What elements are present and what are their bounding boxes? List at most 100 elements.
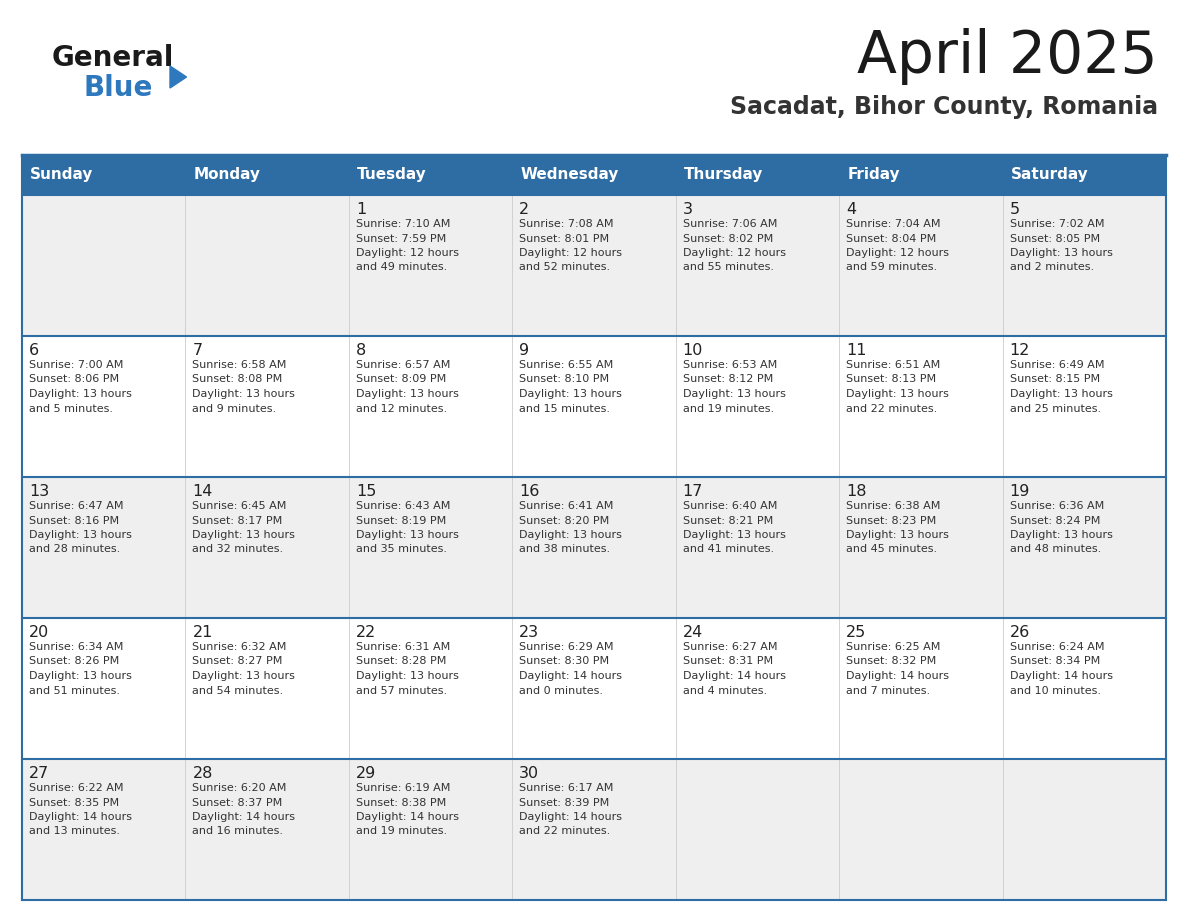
Text: 21: 21 xyxy=(192,625,213,640)
Text: Daylight: 12 hours: Daylight: 12 hours xyxy=(846,248,949,258)
Bar xyxy=(512,477,676,618)
Bar xyxy=(512,195,676,336)
Text: Sunset: 8:32 PM: Sunset: 8:32 PM xyxy=(846,656,936,666)
Text: 25: 25 xyxy=(846,625,866,640)
Text: Sunset: 8:09 PM: Sunset: 8:09 PM xyxy=(356,375,447,385)
Text: Daylight: 13 hours: Daylight: 13 hours xyxy=(683,389,785,399)
Text: and 4 minutes.: and 4 minutes. xyxy=(683,686,766,696)
Text: Sunset: 8:21 PM: Sunset: 8:21 PM xyxy=(683,516,773,525)
Bar xyxy=(839,618,1003,759)
Bar xyxy=(676,477,839,618)
Text: Sunset: 8:02 PM: Sunset: 8:02 PM xyxy=(683,233,773,243)
Text: Wednesday: Wednesday xyxy=(520,167,619,183)
Text: and 48 minutes.: and 48 minutes. xyxy=(1010,544,1101,554)
Text: Sunset: 8:15 PM: Sunset: 8:15 PM xyxy=(1010,375,1100,385)
Text: and 51 minutes.: and 51 minutes. xyxy=(29,686,120,696)
Text: Sunset: 8:17 PM: Sunset: 8:17 PM xyxy=(192,516,283,525)
Text: Daylight: 13 hours: Daylight: 13 hours xyxy=(356,530,459,540)
Text: 4: 4 xyxy=(846,202,857,217)
Text: Daylight: 14 hours: Daylight: 14 hours xyxy=(519,812,623,822)
Text: Sunrise: 6:55 AM: Sunrise: 6:55 AM xyxy=(519,360,613,370)
Text: 30: 30 xyxy=(519,766,539,781)
Text: Sunset: 8:37 PM: Sunset: 8:37 PM xyxy=(192,798,283,808)
Text: Sunset: 8:35 PM: Sunset: 8:35 PM xyxy=(29,798,119,808)
Bar xyxy=(23,477,185,618)
Bar xyxy=(23,155,185,195)
Text: 7: 7 xyxy=(192,343,202,358)
Text: 11: 11 xyxy=(846,343,866,358)
Text: and 5 minutes.: and 5 minutes. xyxy=(29,404,113,413)
Text: Daylight: 12 hours: Daylight: 12 hours xyxy=(683,248,785,258)
Text: Friday: Friday xyxy=(847,167,899,183)
Bar xyxy=(676,195,839,336)
Text: Sunrise: 7:08 AM: Sunrise: 7:08 AM xyxy=(519,219,614,229)
Bar xyxy=(676,155,839,195)
Text: and 13 minutes.: and 13 minutes. xyxy=(29,826,120,836)
Bar xyxy=(349,155,512,195)
Text: 20: 20 xyxy=(29,625,49,640)
Text: and 28 minutes.: and 28 minutes. xyxy=(29,544,120,554)
Text: Daylight: 12 hours: Daylight: 12 hours xyxy=(519,248,623,258)
Bar xyxy=(839,336,1003,477)
Text: Daylight: 13 hours: Daylight: 13 hours xyxy=(519,530,623,540)
Text: Sunrise: 6:57 AM: Sunrise: 6:57 AM xyxy=(356,360,450,370)
Text: Sunrise: 6:27 AM: Sunrise: 6:27 AM xyxy=(683,642,777,652)
Text: General: General xyxy=(52,44,175,72)
Text: Sunrise: 6:45 AM: Sunrise: 6:45 AM xyxy=(192,501,286,511)
Text: Monday: Monday xyxy=(194,167,260,183)
Text: Daylight: 13 hours: Daylight: 13 hours xyxy=(29,389,132,399)
Text: Daylight: 14 hours: Daylight: 14 hours xyxy=(192,812,296,822)
Text: Sunset: 8:06 PM: Sunset: 8:06 PM xyxy=(29,375,119,385)
Text: Thursday: Thursday xyxy=(684,167,763,183)
Text: and 49 minutes.: and 49 minutes. xyxy=(356,263,447,273)
Text: Sunset: 8:31 PM: Sunset: 8:31 PM xyxy=(683,656,773,666)
Text: and 41 minutes.: and 41 minutes. xyxy=(683,544,773,554)
Bar xyxy=(1003,195,1165,336)
Text: and 25 minutes.: and 25 minutes. xyxy=(1010,404,1101,413)
Bar xyxy=(839,477,1003,618)
Bar xyxy=(676,618,839,759)
Bar xyxy=(1003,155,1165,195)
Text: and 10 minutes.: and 10 minutes. xyxy=(1010,686,1100,696)
Bar xyxy=(349,477,512,618)
Text: Blue: Blue xyxy=(84,74,153,102)
Text: Sunset: 8:13 PM: Sunset: 8:13 PM xyxy=(846,375,936,385)
Text: Sunset: 7:59 PM: Sunset: 7:59 PM xyxy=(356,233,447,243)
Text: Tuesday: Tuesday xyxy=(356,167,426,183)
Bar xyxy=(1003,759,1165,900)
Text: and 19 minutes.: and 19 minutes. xyxy=(683,404,773,413)
Text: Sunset: 8:05 PM: Sunset: 8:05 PM xyxy=(1010,233,1100,243)
Bar xyxy=(23,618,185,759)
Text: and 7 minutes.: and 7 minutes. xyxy=(846,686,930,696)
Text: 3: 3 xyxy=(683,202,693,217)
Text: Daylight: 13 hours: Daylight: 13 hours xyxy=(356,671,459,681)
Text: Sunset: 8:12 PM: Sunset: 8:12 PM xyxy=(683,375,773,385)
Text: Daylight: 13 hours: Daylight: 13 hours xyxy=(846,530,949,540)
Text: and 16 minutes.: and 16 minutes. xyxy=(192,826,284,836)
Text: Sunset: 8:26 PM: Sunset: 8:26 PM xyxy=(29,656,119,666)
Text: 5: 5 xyxy=(1010,202,1019,217)
Text: Sunrise: 7:00 AM: Sunrise: 7:00 AM xyxy=(29,360,124,370)
Text: Sunrise: 6:51 AM: Sunrise: 6:51 AM xyxy=(846,360,941,370)
Bar xyxy=(512,618,676,759)
Bar xyxy=(23,759,185,900)
Text: Sunrise: 6:34 AM: Sunrise: 6:34 AM xyxy=(29,642,124,652)
Text: 14: 14 xyxy=(192,484,213,499)
Text: and 55 minutes.: and 55 minutes. xyxy=(683,263,773,273)
Bar xyxy=(349,336,512,477)
Text: Sunset: 8:30 PM: Sunset: 8:30 PM xyxy=(519,656,609,666)
Text: Sunrise: 6:25 AM: Sunrise: 6:25 AM xyxy=(846,642,941,652)
Text: Daylight: 13 hours: Daylight: 13 hours xyxy=(683,530,785,540)
Text: 19: 19 xyxy=(1010,484,1030,499)
Text: 18: 18 xyxy=(846,484,866,499)
Text: Sunrise: 6:31 AM: Sunrise: 6:31 AM xyxy=(356,642,450,652)
Text: 28: 28 xyxy=(192,766,213,781)
Text: 22: 22 xyxy=(356,625,377,640)
Text: Sunset: 8:27 PM: Sunset: 8:27 PM xyxy=(192,656,283,666)
Text: Daylight: 14 hours: Daylight: 14 hours xyxy=(29,812,132,822)
Text: Sunrise: 7:10 AM: Sunrise: 7:10 AM xyxy=(356,219,450,229)
Bar xyxy=(185,759,349,900)
Text: Sunset: 8:08 PM: Sunset: 8:08 PM xyxy=(192,375,283,385)
Text: Daylight: 13 hours: Daylight: 13 hours xyxy=(29,671,132,681)
Text: Sunrise: 7:02 AM: Sunrise: 7:02 AM xyxy=(1010,219,1104,229)
